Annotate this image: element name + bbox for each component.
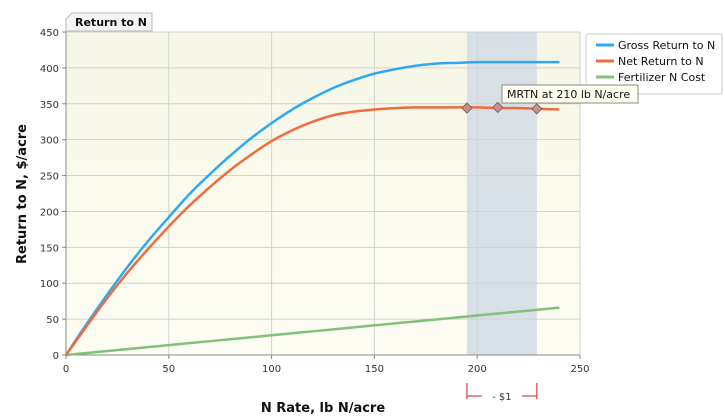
profitable-range-bracket bbox=[466, 383, 538, 399]
x-tick-label: 100 bbox=[262, 364, 281, 375]
y-tick-label: 350 bbox=[40, 100, 59, 111]
range-marker bbox=[531, 103, 543, 115]
range-markers bbox=[461, 101, 543, 115]
x-tick-label: 0 bbox=[63, 364, 69, 375]
legend-box bbox=[585, 33, 723, 95]
series-line-net-return-to-n bbox=[64, 106, 560, 356]
y-tick-label: 450 bbox=[40, 28, 59, 39]
chart-title: Return to N bbox=[75, 16, 147, 29]
x-tick-label: 50 bbox=[162, 364, 175, 375]
chart-title-tab bbox=[65, 12, 153, 32]
legend-label-gross-return-to-n: Gross Return to N bbox=[618, 39, 715, 52]
x-tick-label: 200 bbox=[468, 364, 487, 375]
legend-label-net-return-to-n: Net Return to N bbox=[618, 55, 704, 68]
series-line-fertilizer-n-cost bbox=[65, 306, 560, 357]
y-tick-label: 100 bbox=[40, 279, 59, 290]
grid-lines bbox=[66, 31, 581, 355]
y-tick-label: 400 bbox=[40, 64, 59, 75]
series-lines bbox=[64, 60, 560, 357]
y-tick-label: 150 bbox=[40, 243, 59, 254]
y-tick-label: 50 bbox=[46, 315, 59, 326]
range-marker bbox=[492, 101, 504, 114]
profitable-range-label: - $1 bbox=[492, 392, 512, 403]
tooltip-text: MRTN at 210 lb N/acre bbox=[507, 88, 630, 101]
axis-ticks: 0 50 100 150 200 250 300 350 400 450 0 50 100 150 200 2… bbox=[40, 28, 590, 375]
y-tick-label: 200 bbox=[40, 207, 59, 218]
x-tick-label: 250 bbox=[570, 364, 589, 375]
y-tick-label: 0 bbox=[53, 351, 59, 362]
legend-label-fertilizer-n-cost: Fertilizer N Cost bbox=[618, 71, 706, 84]
range-marker bbox=[461, 102, 473, 114]
x-tick-label: 150 bbox=[365, 364, 384, 375]
mrtn-tooltip: MRTN at 210 lb N/acre bbox=[501, 84, 639, 104]
y-axis-title: Return to N, $/acre bbox=[15, 124, 30, 264]
tooltip-box bbox=[501, 84, 639, 104]
legend: Gross Return to N Net Return to N Fertiliz… bbox=[585, 33, 723, 95]
series-line-gross-return-to-n bbox=[64, 60, 560, 356]
y-tick-label: 300 bbox=[40, 136, 59, 147]
x-axis-title: N Rate, lb N/acre bbox=[261, 401, 385, 416]
y-tick-label: 250 bbox=[40, 172, 59, 183]
